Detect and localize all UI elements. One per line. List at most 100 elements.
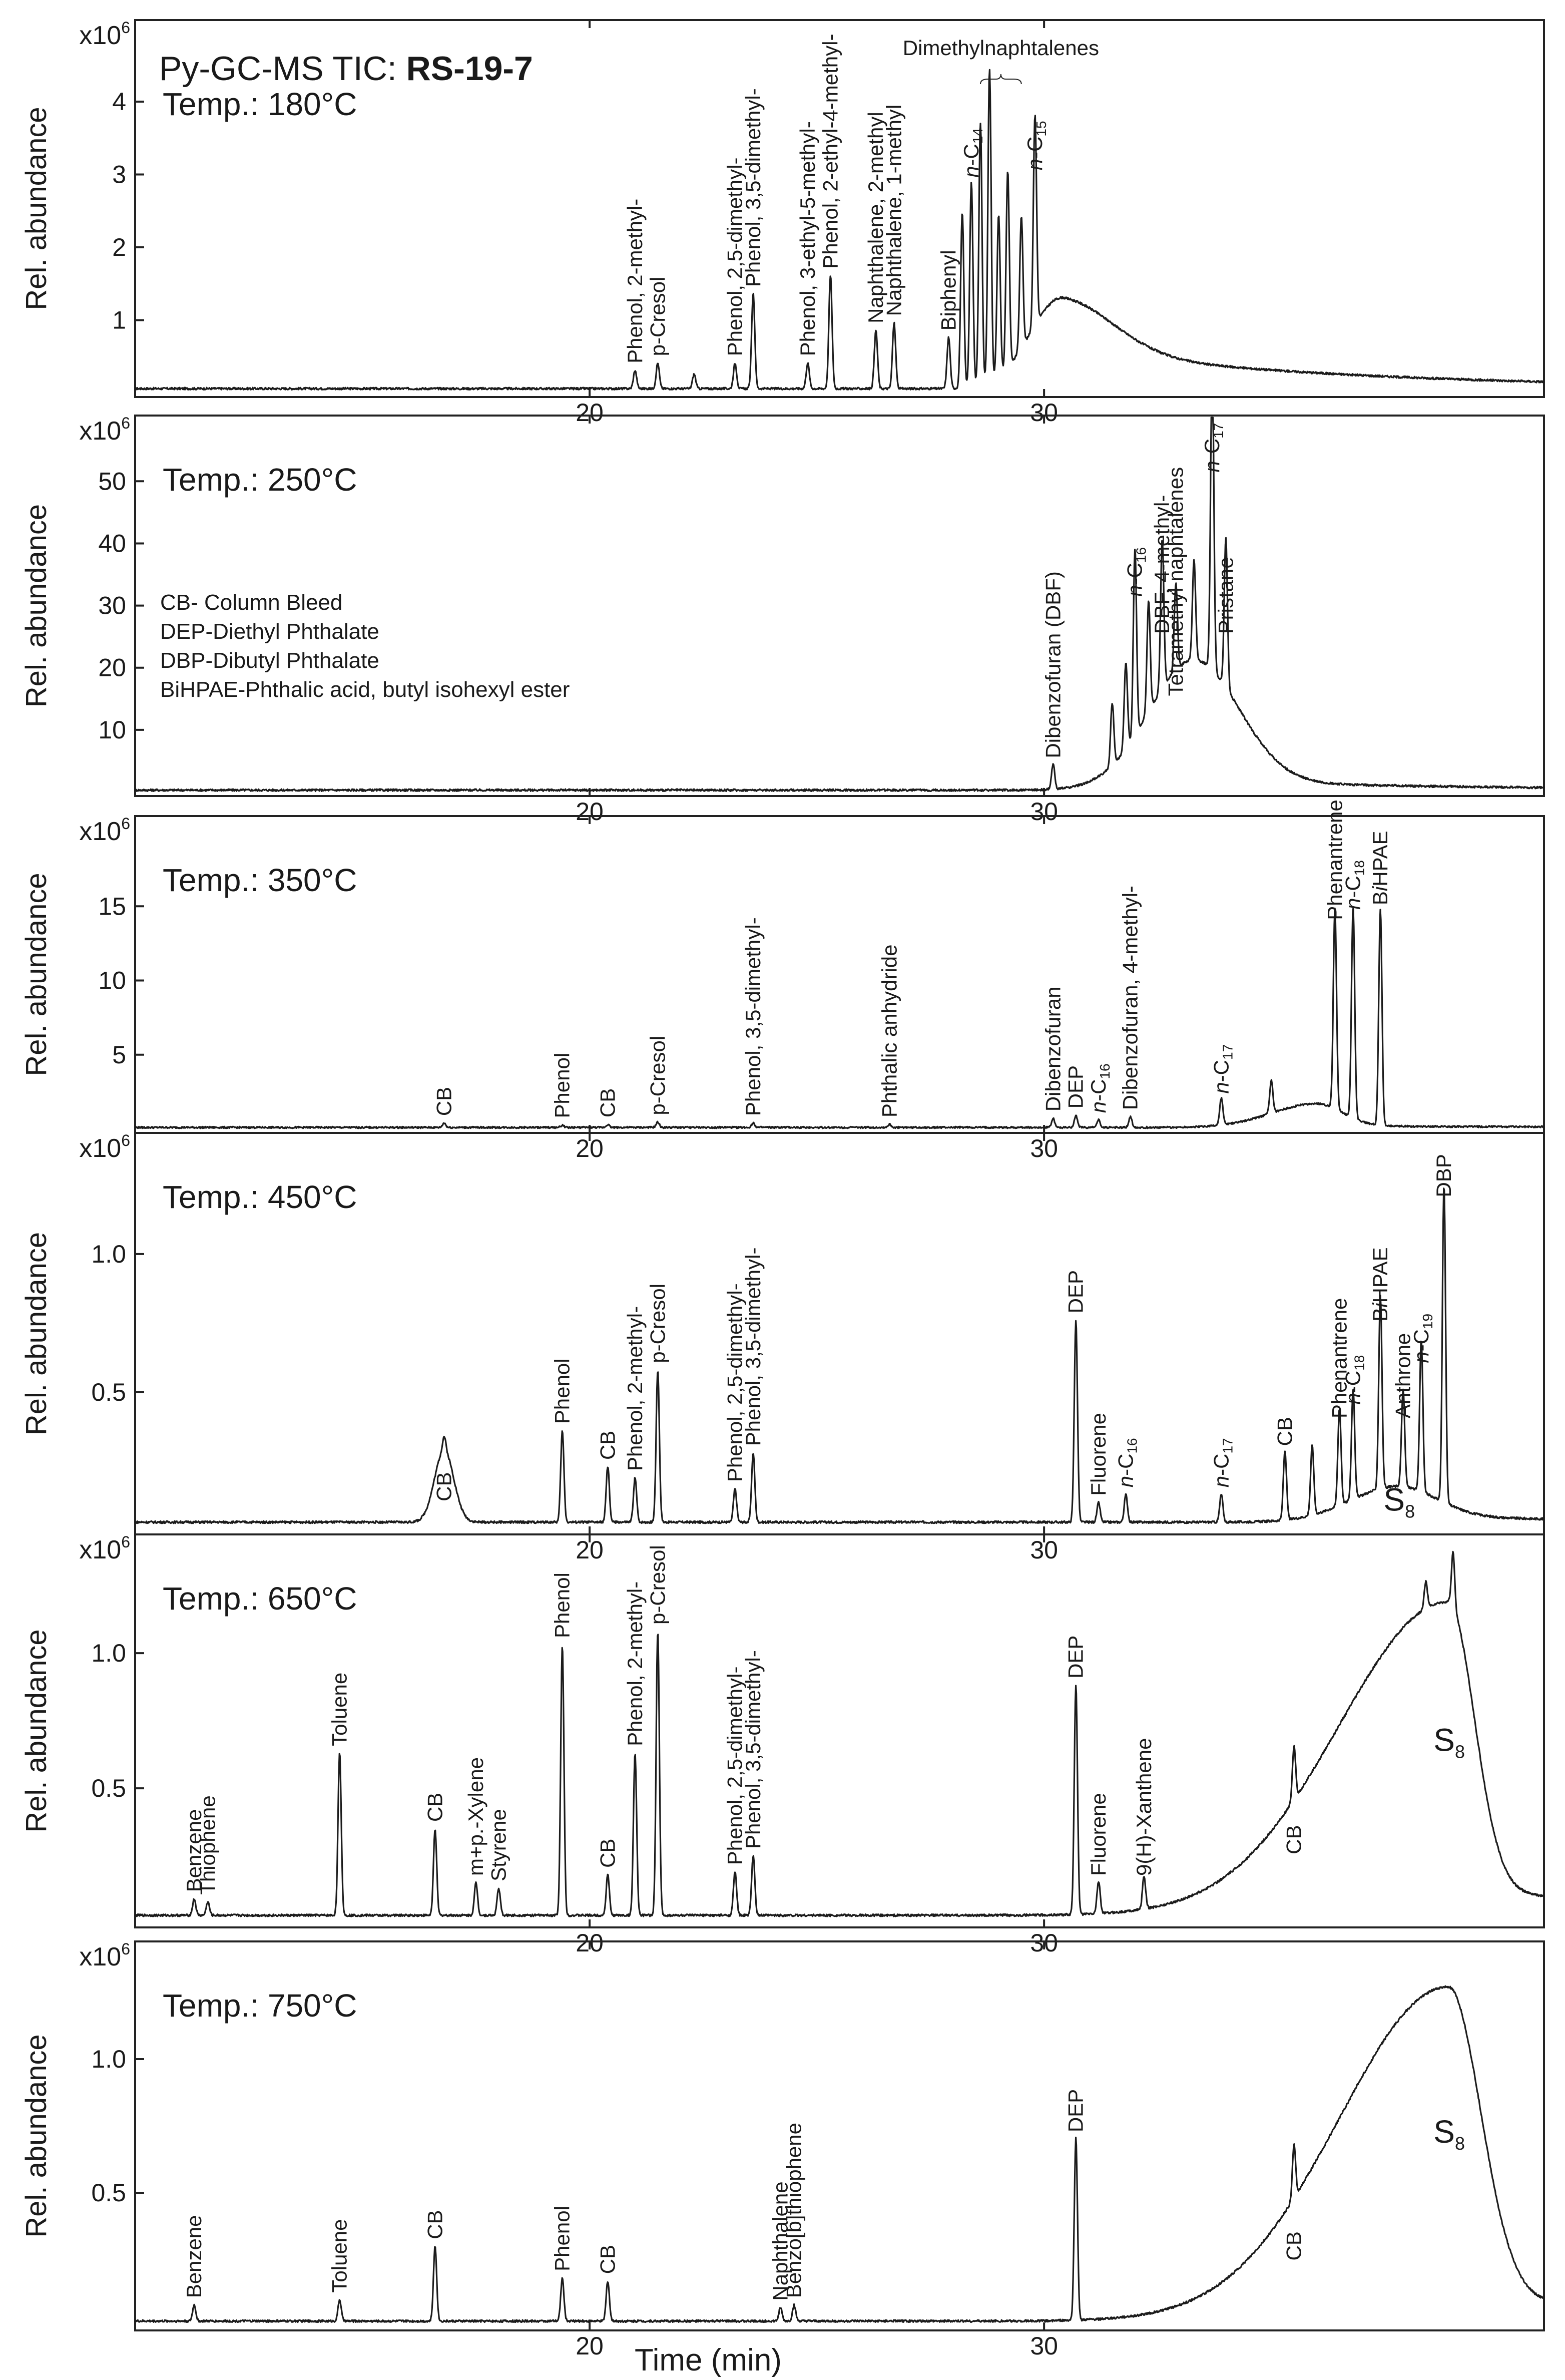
peak-label: Styrene: [486, 1809, 510, 1881]
peak-label: Naphthalene: [768, 2181, 792, 2300]
figure-title: Py-GC-MS TIC: RS-19-7: [159, 50, 533, 88]
peak-label: Phenol, 2-methyl-: [623, 199, 647, 363]
x-axis-label: Time (min): [635, 2343, 782, 2377]
y-tick-label: 2: [112, 233, 126, 261]
legend-line: CB- Column Bleed: [160, 590, 342, 615]
y-multiplier: x106: [79, 414, 130, 446]
peak-label: p-Cresol: [646, 1284, 669, 1363]
peak-label: Fluorene: [1087, 1793, 1110, 1876]
group-label: Dimethylnaphtalenes: [903, 36, 1099, 60]
peak-label: Naphthalene, 2-methyl: [864, 112, 887, 323]
peak-label: Phenol, 2-methyl-: [623, 1581, 647, 1746]
y-axis-label: Rel. abundance: [20, 1629, 53, 1832]
y-tick-label: 5: [112, 1041, 126, 1069]
y-tick-label: 20: [98, 654, 126, 682]
peak-label: p-Cresol: [646, 1545, 669, 1625]
peak-label: DEP: [1064, 1270, 1088, 1313]
peak-label: Phenol: [551, 1572, 574, 1638]
peak-label: n-C17: [1200, 423, 1226, 473]
title-prefix: Py-GC-MS TIC:: [159, 50, 406, 88]
peak-label: n-C16: [1114, 1438, 1140, 1487]
x-tick-label: 20: [576, 2332, 604, 2360]
peak-label: n-C14: [959, 128, 985, 178]
peak-label: n-C18: [1341, 860, 1367, 910]
peak-label: Dibenzofuran: [1041, 986, 1065, 1111]
peak-label: Phenol, 3-ethyl-5-methyl-: [796, 121, 819, 356]
peak-label: Anthrone: [1391, 1333, 1415, 1418]
peak-label: CB: [596, 1088, 619, 1117]
peak-label: Benzo[b]thiophene: [782, 2123, 806, 2298]
peak-label: Naphthalene, 1-methyl: [882, 105, 905, 316]
sulfur-hump-label: S8: [1383, 1482, 1415, 1522]
peak-label: Toluene: [328, 2219, 351, 2292]
temperature-label: Temp.: 750°C: [163, 1988, 357, 2024]
y-axis-label: Rel. abundance: [20, 504, 53, 707]
y-tick-label: 40: [98, 529, 126, 557]
legend-line: DEP-Diethyl Phthalate: [160, 619, 379, 644]
peak-label: Phenol, 2-methyl-: [623, 1306, 647, 1471]
x-tick-label: 30: [1030, 2332, 1058, 2360]
temperature-label: Temp.: 350°C: [163, 862, 357, 898]
y-tick-label: 0.5: [91, 2179, 126, 2207]
legend-line: BiHPAE-Phthalic acid, butyl isohexyl est…: [160, 677, 570, 702]
y-tick-label: 4: [112, 88, 126, 116]
peak-label: Phenol: [551, 2206, 574, 2271]
y-axis-label: Rel. abundance: [20, 107, 53, 310]
chromatogram-panel: 20 30 0.5 1.0 x106 Rel. abundance Temp.: 750°C…: [20, 1940, 1545, 2360]
peak-label: Phenol, 3,5-dimethyl-: [741, 88, 765, 287]
peak-label: DEP: [1064, 1636, 1088, 1679]
peak-label: Biphenyl: [936, 250, 960, 330]
panel-frame: [134, 19, 1545, 398]
peak-label: CB: [423, 1793, 446, 1822]
peak-label: n-C17: [1209, 1044, 1235, 1094]
y-tick-label: 0.5: [91, 1378, 126, 1406]
peak-label: Phenantrene: [1327, 1298, 1351, 1419]
y-axis-label: Rel. abundance: [20, 873, 53, 1076]
y-multiplier: x106: [79, 1940, 130, 1971]
peak-label: Phenol, 3,5-dimethyl-: [741, 917, 765, 1116]
y-tick-label: 1.0: [91, 1240, 126, 1268]
peak-label: Fluorene: [1087, 1413, 1110, 1496]
temperature-label: Temp.: 450°C: [163, 1179, 357, 1215]
y-multiplier: x106: [79, 815, 130, 846]
peak-label: n-C17: [1209, 1438, 1235, 1487]
peak-label: n-C18: [1341, 1355, 1367, 1405]
y-multiplier: x106: [79, 1533, 130, 1564]
peak-label: CB: [432, 1087, 455, 1116]
peak-label: Phenol: [551, 1358, 574, 1424]
sulfur-hump-label: S8: [1433, 2114, 1465, 2154]
y-tick-label: 0.5: [91, 1774, 126, 1802]
peak-label: CB: [1282, 1825, 1306, 1854]
peak-label: Pristane: [1214, 557, 1237, 634]
peak-label: n-C15: [1023, 121, 1049, 170]
peak-label: CB: [596, 1431, 619, 1460]
temperature-label: Temp.: 180°C: [163, 86, 357, 122]
peak-label: CB: [596, 1838, 619, 1867]
peak-label: Dibenzofuran, 4-methyl-: [1119, 886, 1142, 1110]
peak-label: Thiophene: [196, 1795, 219, 1895]
peak-label: 9(H)-Xanthene: [1132, 1738, 1156, 1876]
abbreviation-legend: CB- Column Bleed DEP-Diethyl Phthalate D…: [160, 590, 570, 702]
y-tick-label: 10: [98, 967, 126, 995]
temperature-label: Temp.: 650°C: [163, 1580, 357, 1617]
peak-label: DBP: [1432, 1154, 1455, 1197]
peak-label: CB: [1282, 2231, 1306, 2260]
signal-trace: [135, 69, 1545, 390]
peak-label: DEP: [1064, 1065, 1088, 1108]
peak-label: CB: [596, 2245, 619, 2274]
y-tick-label: 15: [98, 892, 126, 920]
peak-label: CB: [1273, 1417, 1296, 1446]
y-tick-label: 50: [98, 467, 126, 495]
peak-label: Phenol, 2,5-dimethyl-: [723, 1283, 747, 1482]
peak-label: Dibenzofuran (DBF): [1041, 571, 1065, 758]
signal-trace: [134, 417, 1545, 792]
y-axis-label: Rel. abundance: [20, 1232, 53, 1435]
peak-label: Phenantrene: [1323, 800, 1346, 920]
peak-label: Phthalic anhydride: [877, 945, 901, 1118]
peak-label: n-C16: [1123, 547, 1149, 597]
peak-label: Phenol, 2,5-dimethyl-: [723, 157, 747, 356]
peak-label: CB: [423, 2210, 446, 2239]
